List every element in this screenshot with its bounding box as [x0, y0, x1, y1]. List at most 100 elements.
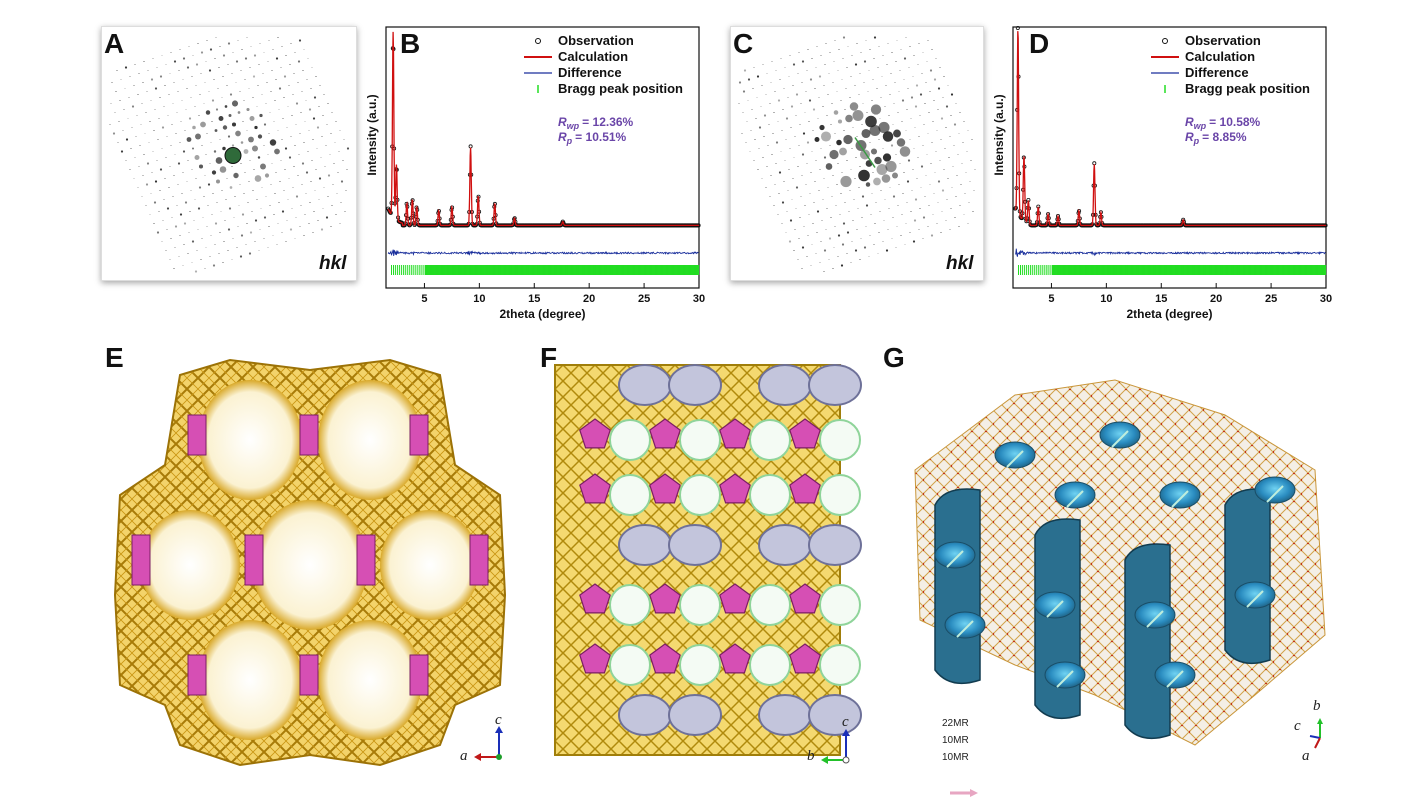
- pore-opening: [994, 441, 1036, 469]
- diffraction-spot: [893, 103, 895, 104]
- diffraction-spot: [951, 187, 953, 188]
- diffraction-spot: [858, 94, 860, 95]
- diffraction-spot: [346, 169, 348, 170]
- diffraction-spot: [267, 61, 269, 62]
- diffraction-spot: [235, 82, 237, 83]
- diffraction-spot: [920, 187, 922, 188]
- diffraction-spot: [881, 76, 883, 77]
- diffraction-spot: [227, 135, 231, 138]
- diffraction-spot: [214, 129, 218, 132]
- diffraction-spot: [205, 110, 211, 115]
- diffraction-spot: [190, 190, 192, 191]
- diffraction-spot: [206, 133, 208, 134]
- diffraction-spot: [869, 235, 871, 236]
- pink-sbu: [579, 473, 611, 504]
- diffraction-spot: [854, 249, 858, 252]
- diffraction-spot: [747, 78, 751, 81]
- diffraction-spot: [795, 115, 797, 116]
- diffraction-spot: [919, 208, 921, 209]
- pink-sbu: [649, 583, 681, 614]
- diffraction-spot: [273, 121, 275, 122]
- diffraction-spot: [267, 154, 269, 155]
- diffraction-spot: [870, 148, 878, 155]
- diffraction-spot: [837, 119, 843, 124]
- diffraction-spot: [761, 85, 763, 86]
- x-axis-label: 2theta (degree): [1126, 307, 1212, 321]
- diffraction-spot: [887, 43, 889, 44]
- diffraction-spot: [277, 37, 279, 38]
- diffraction-spot: [809, 78, 813, 81]
- diffraction-spot: [312, 117, 316, 120]
- diffraction-spot: [831, 103, 833, 104]
- diffraction-spot: [173, 82, 175, 83]
- diffraction-spot: [133, 178, 135, 179]
- diffraction-spot: [869, 124, 881, 137]
- diffraction-spot: [865, 115, 877, 128]
- pore-opening: [934, 541, 976, 569]
- diffraction-spot: [819, 169, 821, 170]
- diffraction-spot: [251, 211, 253, 212]
- diffraction-spot: [768, 124, 770, 125]
- diffraction-spot: [882, 131, 894, 142]
- diffraction-spot: [240, 234, 244, 237]
- diffraction-spot: [771, 154, 773, 155]
- diffraction-spot: [751, 109, 753, 110]
- panel-label-a: A: [104, 28, 125, 59]
- diffraction-spot: [878, 139, 880, 140]
- diffraction-spot: [201, 238, 203, 239]
- diffraction-spot: [856, 229, 858, 230]
- diffraction-spot: [147, 70, 149, 71]
- diffraction-spot: [124, 66, 128, 69]
- diffraction-spot: [880, 190, 882, 191]
- diffraction-spot: [305, 171, 309, 174]
- diffraction-spot: [845, 114, 853, 123]
- diffraction-spot: [836, 184, 838, 185]
- diffraction-spot: [840, 264, 844, 267]
- diffraction-spot: [177, 91, 179, 92]
- diffraction-spot: [293, 73, 295, 74]
- diffraction-spot: [898, 184, 900, 185]
- diffraction-spot: [307, 58, 309, 59]
- diffraction-spot: [170, 52, 172, 53]
- diffraction-spot: [911, 190, 913, 191]
- channel-arrow: [1146, 610, 1164, 628]
- diffraction-spot: [799, 217, 801, 218]
- diffraction-spot: [781, 130, 783, 131]
- diffraction-spot: [235, 60, 239, 63]
- diffraction-spot: [175, 133, 177, 134]
- diffraction-spot: [303, 142, 305, 143]
- diffraction-spot: [836, 139, 842, 146]
- diffraction-spot: [257, 85, 259, 86]
- diffraction-spot: [970, 160, 972, 161]
- diffraction-spot: [862, 103, 864, 104]
- diffraction-spot: [818, 97, 820, 98]
- x-tick-label: 10: [473, 293, 485, 305]
- diffraction-spot: [963, 214, 965, 215]
- legend-label: Calculation: [1185, 49, 1255, 64]
- diffraction-spot: [286, 127, 288, 128]
- double-ring-unit: [808, 524, 862, 566]
- diffraction-spot: [285, 241, 287, 242]
- diffraction-spot: [858, 187, 860, 188]
- diffraction-spot: [766, 166, 768, 167]
- diffraction-spot: [129, 76, 131, 77]
- diffraction-spot: [943, 169, 945, 170]
- diffraction-spot: [165, 157, 167, 158]
- diffraction-spot: [811, 58, 813, 59]
- diffraction-spot: [232, 238, 234, 239]
- diffraction-spot: [335, 121, 337, 122]
- diffraction-spot: [231, 166, 233, 167]
- diffraction-spot: [835, 205, 837, 206]
- diffraction-spot: [872, 79, 874, 80]
- diffraction-spot: [300, 205, 302, 206]
- channel-ring: [749, 584, 791, 626]
- diffraction-spot: [149, 214, 151, 215]
- diffraction-spot: [861, 195, 865, 198]
- diffraction-spot: [948, 157, 950, 158]
- diffraction-spot: [770, 82, 772, 83]
- diffraction-spot: [940, 117, 944, 120]
- diffraction-spot: [165, 64, 167, 65]
- diffraction-spot: [174, 247, 176, 248]
- diffraction-spot: [291, 208, 293, 209]
- diffraction-spot: [795, 186, 799, 189]
